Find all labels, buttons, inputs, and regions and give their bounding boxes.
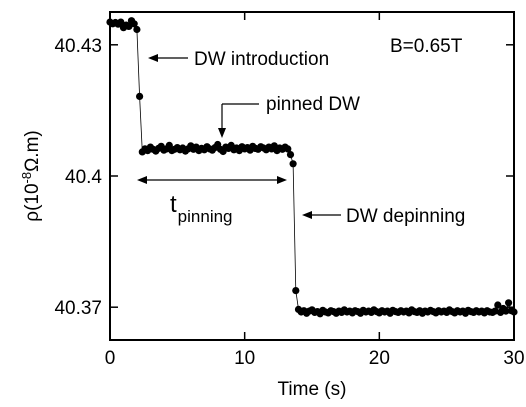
dw-introduction-annotation: DW introduction	[148, 49, 329, 70]
y-axis-label-prefix: ρ(10	[22, 183, 43, 221]
y-axis-label: ρ(10-8Ω.m)	[19, 130, 43, 221]
y-tick-label: 40.43	[54, 36, 102, 57]
data-point	[502, 307, 510, 315]
data-point	[289, 160, 297, 168]
pinned-dw-annotation: pinned DW	[218, 94, 360, 138]
plot-area	[106, 17, 518, 318]
pinned-dw-label: pinned DW	[266, 94, 360, 115]
y-axis-label-suffix: Ω.m)	[22, 130, 43, 172]
x-axis-label: Time (s)	[278, 379, 347, 400]
x-tick-label: 20	[369, 348, 390, 369]
dw-depinning-label: DW depinning	[346, 206, 465, 227]
x-axis-ticks: 0 10 20 30	[105, 12, 525, 369]
t-pinning-label: tpinning	[170, 191, 233, 226]
data-points-group	[106, 17, 518, 318]
dw-depinning-annotation: DW depinning	[302, 206, 465, 227]
t-pinning-arrowhead-left	[137, 176, 147, 184]
t-pinning-annotation: tpinning	[137, 176, 287, 226]
x-tick-label: 30	[503, 348, 524, 369]
data-point	[133, 25, 141, 34]
data-point	[292, 287, 300, 295]
x-tick-label: 10	[234, 348, 255, 369]
data-point	[505, 299, 513, 307]
data-point	[286, 151, 295, 159]
t-pinning-main: t	[170, 191, 177, 218]
dw-introduction-arrowhead	[148, 54, 158, 62]
t-pinning-arrowhead-right	[277, 176, 287, 184]
x-tick-label: 0	[105, 348, 116, 369]
dw-depinning-arrowhead	[302, 211, 312, 219]
data-point	[494, 301, 502, 309]
y-axis-ticks: 40.37 40.4 40.43	[54, 36, 514, 319]
data-point	[136, 92, 144, 100]
data-point	[491, 307, 499, 315]
y-tick-label: 40.37	[54, 298, 102, 319]
data-point	[117, 18, 125, 26]
y-axis-label-exponent: -8	[19, 172, 34, 184]
data-point	[130, 20, 138, 28]
data-point	[284, 145, 292, 153]
y-tick-label: 40.4	[65, 167, 102, 188]
t-pinning-subscript: pinning	[178, 207, 233, 226]
dw-introduction-label: DW introduction	[194, 49, 329, 70]
pinned-dw-arrowhead	[218, 128, 226, 138]
field-label: B=0.65T	[390, 36, 463, 57]
